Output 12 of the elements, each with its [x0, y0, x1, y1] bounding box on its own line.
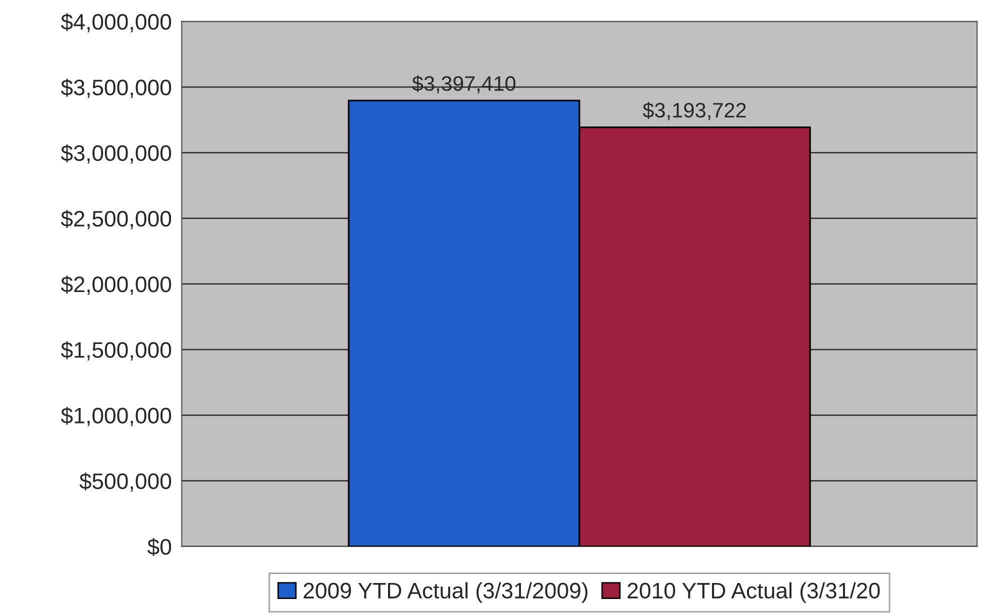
y-tick-label: $4,000,000 [60, 13, 172, 32]
y-tick-label: $3,000,000 [60, 144, 172, 164]
legend-label: 2009 YTD Actual (3/31/2009) [304, 582, 588, 603]
y-tick-label: $0 [147, 538, 172, 556]
y-tick-label: $2,000,000 [60, 276, 172, 295]
y-tick-label: $500,000 [80, 472, 172, 492]
data-label: $3,193,722 [642, 102, 746, 120]
legend-label: 2010 YTD Actual (3/31/20 [628, 582, 880, 603]
y-tick-label: $3,500,000 [60, 78, 172, 98]
y-tick-label: $2,500,000 [60, 210, 172, 230]
y-tick-label: $1,000,000 [60, 406, 172, 426]
y-tick-label: $1,500,000 [60, 341, 172, 360]
